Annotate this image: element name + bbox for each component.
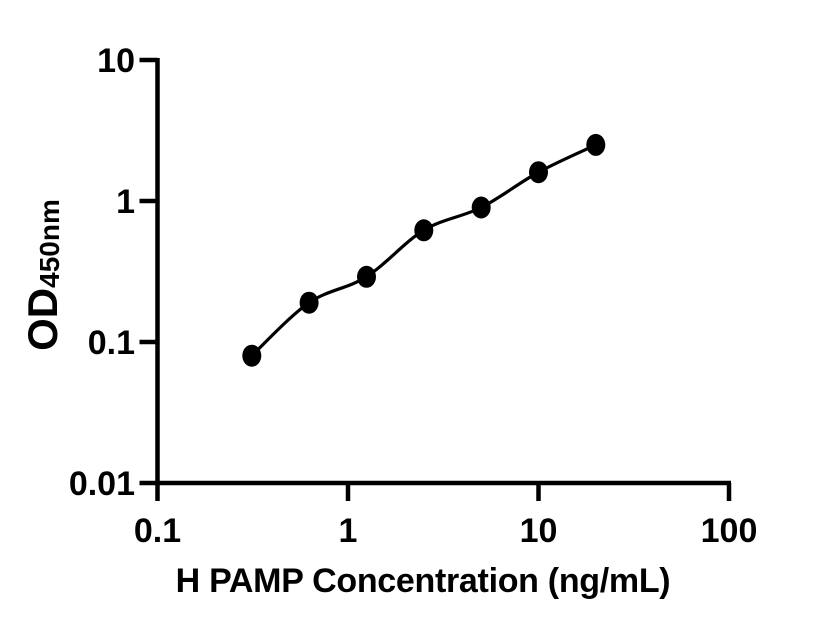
x-axis-tick-label: 100: [701, 512, 758, 550]
y-axis-tick-label: 10: [97, 42, 135, 80]
y-axis-tick-label: 0.1: [88, 324, 135, 362]
y-axis-title: OD450nm: [19, 199, 76, 351]
x-axis-tick-label: 10: [520, 512, 558, 550]
y-axis-tick-label: 1: [116, 183, 135, 221]
data-point-marker: [414, 219, 434, 242]
data-point-marker: [299, 291, 319, 314]
x-axis-tick-label: 1: [339, 512, 358, 550]
data-point-marker: [357, 265, 376, 288]
x-axis-title: H PAMP Concentration (ng/mL): [175, 562, 671, 600]
data-point-marker: [586, 133, 606, 156]
data-point-marker: [529, 161, 548, 184]
x-axis-tick-label: 0.1: [134, 512, 181, 550]
y-axis-tick-label: 0.01: [69, 465, 135, 503]
data-point-marker: [471, 196, 491, 219]
data-point-marker: [242, 344, 262, 367]
y-axis-title-subscript: 450nm: [34, 199, 65, 288]
y-axis-title-main: OD: [19, 287, 66, 351]
